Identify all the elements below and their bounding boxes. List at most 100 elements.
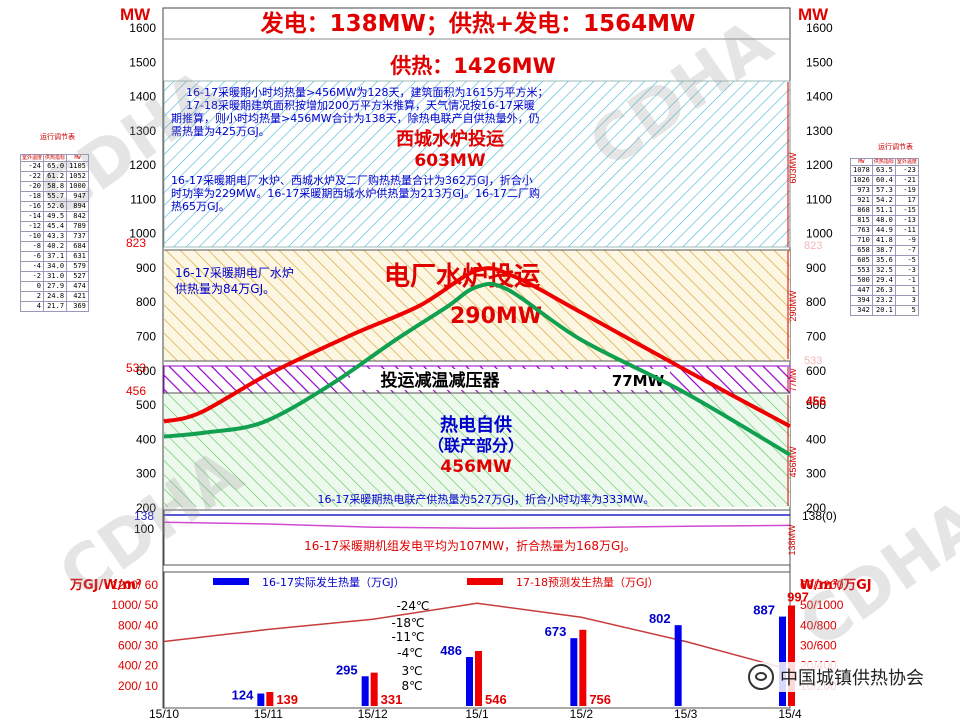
x-axis-labels: 15/10 15/11 15/12 15/1 15/2 15/3 15/4 <box>149 707 802 720</box>
table-row: 921 54.2 17 <box>850 195 919 206</box>
bar-actual <box>257 693 265 706</box>
side-label-plant: 290MW <box>788 290 798 322</box>
header-title: 发电：138MW；供热+发电：1564MW <box>260 10 696 37</box>
gen-tick-right: 138(0) <box>802 509 837 523</box>
table-cell: -2 <box>19 271 45 282</box>
table-header: MW <box>850 158 873 166</box>
table-cell: -20 <box>19 181 45 192</box>
bottom-right-tick: 50/1000 <box>800 598 844 612</box>
right-axis-ticks: 1600 1500 1400 1300 1200 1100 1000 900 800 700 600… <box>806 21 833 515</box>
right-axis-tick: 1400 <box>806 90 833 104</box>
legend-blue-swatch <box>213 578 249 585</box>
bottom-left-ticks: 1200/ 60 1000/ 50 800/ 40 600/ 30 400/ 20 200… <box>111 578 158 693</box>
right-axis-tick: 900 <box>806 261 826 275</box>
zone-chp-hatch <box>164 393 790 507</box>
x-axis-label: 15/11 <box>254 707 283 720</box>
table-cell: 51.1 <box>871 205 896 216</box>
side-label-reducer: 77MW <box>789 368 798 392</box>
table-row: 815 48.0 -13 <box>850 215 919 226</box>
west-note-2a: 17-18采暖期建筑面积按增加200万平方米推算，天气情况按16-17采暖 <box>186 98 535 112</box>
table-cell: 342 <box>850 305 873 316</box>
table-row: 342 20.1 5 <box>850 305 919 316</box>
right-axis-tick: 1000 <box>806 227 833 241</box>
table-cell: 54.2 <box>871 195 896 206</box>
left-axis-tick: 1200 <box>129 158 156 172</box>
table-cell: -8 <box>19 241 45 252</box>
chp-zone-subtitle: （联产部分） <box>428 436 524 455</box>
left-axis-tick: 700 <box>136 330 156 344</box>
table-cell: 17 <box>894 195 919 206</box>
table-cell: 65.0 <box>43 161 68 172</box>
right-axis-tick: 500 <box>806 398 826 412</box>
bottom-left-tick: 600/ 30 <box>118 639 158 653</box>
bottom-left-tick: 1000/ 50 <box>111 598 158 612</box>
side-label-chp: 456MW <box>788 446 798 478</box>
right-axis-tick: 400 <box>806 432 826 446</box>
table-cell: -10 <box>19 231 45 242</box>
table-cell: 27.9 <box>43 281 68 292</box>
table-cell: -18 <box>19 191 45 202</box>
west-note-1: 16-17采暖期小时均热量>456MW为128天，建筑面积为1615万平方米； <box>186 85 549 99</box>
reducer-zone-title: 投运减温减压器 <box>381 370 501 391</box>
table-cell: 973 <box>850 185 873 196</box>
west-zone-title: 西城水炉投运 <box>396 128 504 150</box>
table-cell: 34.0 <box>43 261 68 272</box>
bar-forecast-label: 997 <box>787 590 809 605</box>
header-unit-left: MW <box>120 5 151 24</box>
table-row: -8 40.2 684 <box>19 241 89 252</box>
left-mark-823: 823 <box>126 236 146 250</box>
table-cell: 842 <box>66 211 89 222</box>
table-cell: 49.5 <box>43 211 68 222</box>
table-cell: 40.2 <box>43 241 68 252</box>
bar-forecast <box>579 629 587 706</box>
association-badge: 中国城镇供热协会 <box>742 662 930 692</box>
legend-red-swatch <box>467 578 503 585</box>
table-header: 供热指标 <box>871 158 896 166</box>
table-cell: 20.1 <box>871 305 896 316</box>
table-cell: 710 <box>850 235 873 246</box>
table-cell: 45.4 <box>43 221 68 232</box>
left-axis-tick: 900 <box>136 261 156 275</box>
table-row: 4 21.7 369 <box>19 301 89 312</box>
bottom-right-unit: W/m²/万GJ <box>800 578 872 593</box>
temperature-label: 3℃ <box>401 664 422 678</box>
table-cell: 24.8 <box>43 291 68 302</box>
west-note-3a: 16-17采暖期电厂水炉、西城水炉及二厂购热热量合计为362万GJ，折合小 <box>171 173 533 187</box>
table-cell: 60.4 <box>871 175 896 186</box>
table-cell: 579 <box>66 261 89 272</box>
table-row: 394 23.2 3 <box>850 295 919 306</box>
table-cell: 1 <box>894 285 919 296</box>
bar-forecast <box>788 605 795 706</box>
table-row: -20 58.8 1000 <box>19 181 89 192</box>
table-cell: -21 <box>894 175 919 186</box>
table-cell: 57.3 <box>871 185 896 196</box>
bar-forecast-label: 756 <box>589 692 611 707</box>
bar-actual-label: 673 <box>545 624 567 639</box>
table-cell: 38.7 <box>871 245 896 256</box>
table-cell: 527 <box>66 271 89 282</box>
bottom-left-tick: 200/ 10 <box>118 679 158 693</box>
table-header: 供热指标 <box>43 154 68 162</box>
bar-forecast <box>475 650 482 706</box>
chp-zone-title: 热电自供 <box>440 414 512 436</box>
table-cell: 55.7 <box>43 191 68 202</box>
right-operation-table: MW 供热指标 室外温度 1078 63.5 -23 1026 60.4 -21 973 57.3… <box>850 158 919 316</box>
table-cell: -22 <box>19 171 45 182</box>
right-axis-tick: 1600 <box>806 21 833 35</box>
table-row: -16 52.6 894 <box>19 201 89 212</box>
table-cell: 5 <box>894 305 919 316</box>
bar-actual-label: 295 <box>336 662 358 677</box>
table-cell: 31.0 <box>43 271 68 282</box>
bottom-left-unit: 万GJ/W/m² <box>69 578 142 593</box>
table-row: 1026 60.4 -21 <box>850 175 919 186</box>
table-cell: 41.8 <box>871 235 896 246</box>
table-cell: -1 <box>894 275 919 286</box>
right-mark-533: 533 <box>804 355 822 367</box>
right-axis-tick: 700 <box>806 330 826 344</box>
table-row: 553 32.5 -3 <box>850 265 919 276</box>
chp-zone-value: 456MW <box>440 457 511 477</box>
left-axis-tick: 800 <box>136 295 156 309</box>
table-cell: 868 <box>850 205 873 216</box>
table-cell: 447 <box>850 285 873 296</box>
bar-forecast-label: 139 <box>276 692 298 707</box>
